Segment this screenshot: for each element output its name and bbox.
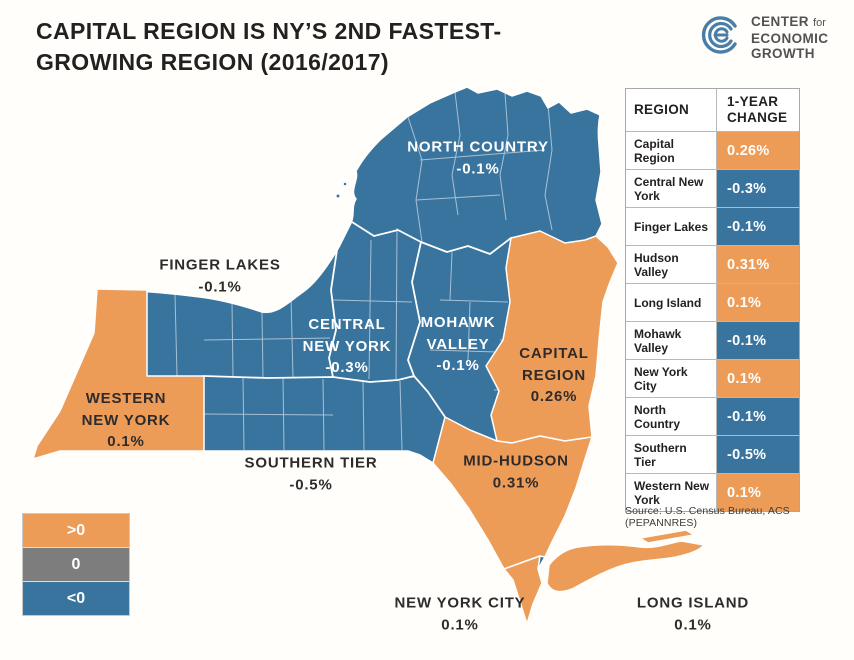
map-region-capital-region — [485, 230, 619, 444]
table-region-cell: Finger Lakes — [626, 208, 717, 245]
table-region-cell: Mohawk Valley — [626, 322, 717, 359]
legend-item-negative: <0 — [23, 582, 129, 615]
table-change-cell: 0.1% — [717, 474, 799, 511]
border-southern-tier-north — [203, 375, 446, 418]
table-row: Hudson Valley 0.31% — [626, 246, 799, 284]
map-region-western-new-york — [32, 288, 205, 460]
table-row: Southern Tier -0.5% — [626, 436, 799, 474]
table-row: Finger Lakes -0.1% — [626, 208, 799, 246]
border-centralny-mohawk — [407, 241, 422, 377]
region-borders — [203, 221, 512, 418]
map-region-new-york-city — [503, 555, 543, 625]
page-title-line1: CAPITAL REGION IS NY’S 2ND FASTEST- — [36, 18, 502, 44]
table-body: Capital Region 0.26% Central New York -0.3%… — [626, 132, 799, 511]
page-title-line2: GROWING REGION (2016/2017) — [36, 49, 389, 75]
table-change-cell: 0.26% — [717, 132, 799, 169]
table-row: Mohawk Valley -0.1% — [626, 322, 799, 360]
ceg-logo-text: CENTER for ECONOMIC GROWTH — [751, 14, 828, 61]
logo-word-center: CENTER — [751, 14, 809, 29]
table-change-cell: -0.1% — [717, 322, 799, 359]
map-region-mid-hudson — [432, 416, 593, 570]
table-region-cell: North Country — [626, 398, 717, 435]
table-row: North Country -0.1% — [626, 398, 799, 436]
source-note: Source: U.S. Census Bureau, ACS (PEPANNR… — [625, 505, 790, 529]
table-change-cell: -0.3% — [717, 170, 799, 207]
logo-word-for: for — [813, 17, 826, 29]
logo-word-growth: GROWTH — [751, 46, 815, 61]
ceg-logo: CENTER for ECONOMIC GROWTH — [698, 12, 828, 63]
table-change-cell: -0.1% — [717, 208, 799, 245]
table-region-cell: Long Island — [626, 284, 717, 321]
table-region-cell: Capital Region — [626, 132, 717, 169]
legend-item-zero: 0 — [23, 548, 129, 582]
table-region-cell: Western New York — [626, 474, 717, 511]
ceg-logo-icon — [698, 12, 744, 63]
table-region-cell: New York City — [626, 360, 717, 397]
table-header-change: 1-YEAR CHANGE — [717, 89, 799, 131]
table-change-cell: 0.31% — [717, 246, 799, 283]
map-island-dot — [335, 193, 341, 199]
table-change-cell: -0.5% — [717, 436, 799, 473]
border-north-country-south — [351, 221, 512, 255]
table-row: Capital Region 0.26% — [626, 132, 799, 170]
legend-item-positive: >0 — [23, 514, 129, 548]
table-row: Western New York 0.1% — [626, 474, 799, 511]
border-fingerlakes-centralny — [328, 249, 338, 378]
table-change-cell: 0.1% — [717, 360, 799, 397]
region-change-table: REGION 1-YEAR CHANGE Capital Region 0.26%… — [625, 88, 800, 512]
table-header-region: REGION — [626, 89, 717, 131]
table-change-cell: 0.1% — [717, 284, 799, 321]
table-row: Long Island 0.1% — [626, 284, 799, 322]
logo-word-economic: ECONOMIC — [751, 31, 829, 46]
table-change-cell: -0.1% — [717, 398, 799, 435]
page-title: CAPITAL REGION IS NY’S 2ND FASTEST- GROW… — [36, 16, 596, 78]
table-region-cell: Central New York — [626, 170, 717, 207]
map-region-long-island-north-fork — [639, 529, 695, 544]
table-region-cell: Hudson Valley — [626, 246, 717, 283]
map-island-dot — [342, 181, 348, 187]
table-region-cell: Southern Tier — [626, 436, 717, 473]
table-header-row: REGION 1-YEAR CHANGE — [626, 89, 799, 132]
map-legend: >0 0 <0 — [22, 513, 130, 616]
map-region-long-island — [546, 540, 705, 593]
table-row: New York City 0.1% — [626, 360, 799, 398]
table-row: Central New York -0.3% — [626, 170, 799, 208]
